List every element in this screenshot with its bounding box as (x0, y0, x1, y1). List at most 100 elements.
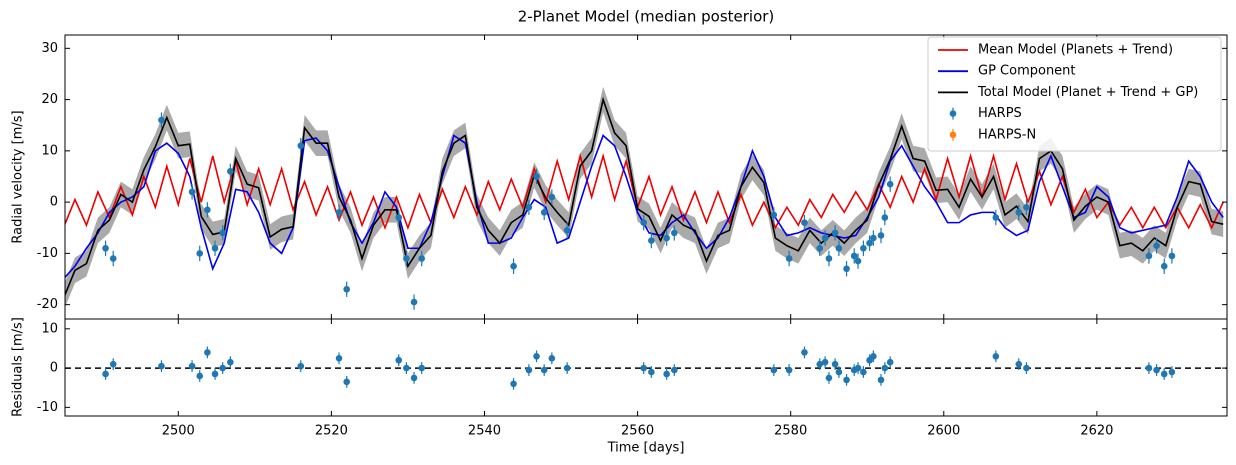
data-point (418, 364, 426, 372)
data-point (1160, 262, 1168, 270)
data-point (196, 372, 204, 380)
data-point (1145, 364, 1153, 372)
data-point (204, 206, 211, 214)
data-point (877, 232, 885, 239)
data-point (854, 364, 862, 372)
x-tick-label: 2620 (1080, 424, 1113, 439)
data-point (843, 265, 850, 273)
data-point (510, 380, 517, 388)
data-point (825, 374, 833, 382)
data-point (825, 255, 833, 262)
data-point (1153, 366, 1160, 374)
legend-swatch (949, 131, 957, 139)
data-point (640, 364, 648, 372)
data-point (395, 214, 403, 221)
data-point (211, 370, 219, 378)
data-point (640, 219, 648, 226)
data-point (860, 244, 867, 252)
data-point (548, 354, 556, 362)
legend-label: GP Component (978, 64, 1076, 79)
data-point (219, 229, 226, 237)
data-point (1153, 242, 1160, 249)
data-point (831, 360, 839, 368)
data-point (403, 255, 410, 262)
data-point (843, 376, 850, 384)
data-point (816, 360, 824, 368)
data-point (525, 203, 533, 211)
x-tick-label: 2500 (162, 424, 195, 439)
y-tick-label: -10 (37, 246, 58, 261)
data-point (835, 244, 843, 252)
data-point (563, 227, 571, 234)
data-point (1168, 368, 1176, 376)
data-point (548, 193, 556, 201)
legend-label: Mean Model (Planets + Trend) (978, 43, 1173, 58)
y-tick-label: -10 (37, 400, 58, 415)
data-point (992, 214, 1000, 221)
data-point (533, 353, 540, 360)
data-point (648, 368, 655, 376)
data-point (1160, 370, 1168, 378)
data-point (410, 298, 418, 306)
data-point (410, 374, 418, 382)
data-point (533, 173, 540, 180)
data-point (821, 358, 829, 366)
data-point (219, 364, 226, 372)
data-point (109, 255, 117, 262)
data-point (343, 378, 350, 386)
x-tick-label: 2520 (315, 424, 348, 439)
y-tick-label: 0 (50, 195, 58, 210)
data-point (671, 229, 678, 237)
y-tick-label: 30 (41, 41, 58, 56)
model-line (65, 152, 1224, 231)
data-point (866, 239, 873, 247)
data-point (297, 362, 305, 370)
data-point (1168, 252, 1176, 260)
data-point (663, 370, 670, 378)
data-point (671, 366, 678, 374)
data-point (870, 353, 877, 360)
data-point (992, 353, 1000, 360)
data-point (821, 234, 829, 242)
x-tick-label: 2600 (927, 424, 960, 439)
data-point (211, 244, 219, 252)
data-point (1023, 203, 1030, 211)
data-point (1015, 209, 1023, 216)
data-point (801, 349, 808, 356)
data-point (335, 209, 343, 216)
data-point (227, 358, 234, 366)
y-tick-label: 0 (50, 361, 58, 376)
data-point (418, 255, 426, 262)
data-point (854, 257, 862, 265)
data-point (188, 362, 196, 370)
data-point (816, 244, 824, 252)
data-point (1015, 360, 1023, 368)
data-point (335, 354, 343, 362)
data-point (196, 250, 204, 257)
y-tick-label: 20 (41, 92, 58, 107)
legend-box (927, 36, 1222, 152)
chart-title: 2-Planet Model (median posterior) (518, 8, 775, 26)
model-line (65, 96, 1224, 297)
data-point (831, 229, 839, 237)
frame-residual (64, 318, 1228, 417)
data-point (881, 214, 889, 221)
y-axis-label: Residuals [m/s] (11, 317, 26, 417)
y-tick-label: 10 (41, 143, 58, 158)
data-point (770, 366, 778, 374)
legend-label: HARPS (978, 106, 1022, 121)
legend-label: Total Model (Planet + Trend + GP) (977, 85, 1198, 100)
data-point (860, 368, 867, 376)
data-point (102, 370, 109, 378)
data-point (877, 376, 885, 384)
axes: -20 -10 0 10 20 30 -10 0 10 2500 2520 2540 2560 2580 2… (37, 35, 1227, 439)
data-point (540, 366, 548, 374)
data-point (881, 364, 889, 372)
legend: Mean Model (Planets + Trend) GP Component… (927, 36, 1222, 152)
data-point (403, 364, 410, 372)
y-axis-label: Radial velocity [m/s] (11, 110, 26, 243)
data-point (801, 219, 808, 226)
data-point (158, 116, 165, 124)
data-point (1023, 364, 1030, 372)
